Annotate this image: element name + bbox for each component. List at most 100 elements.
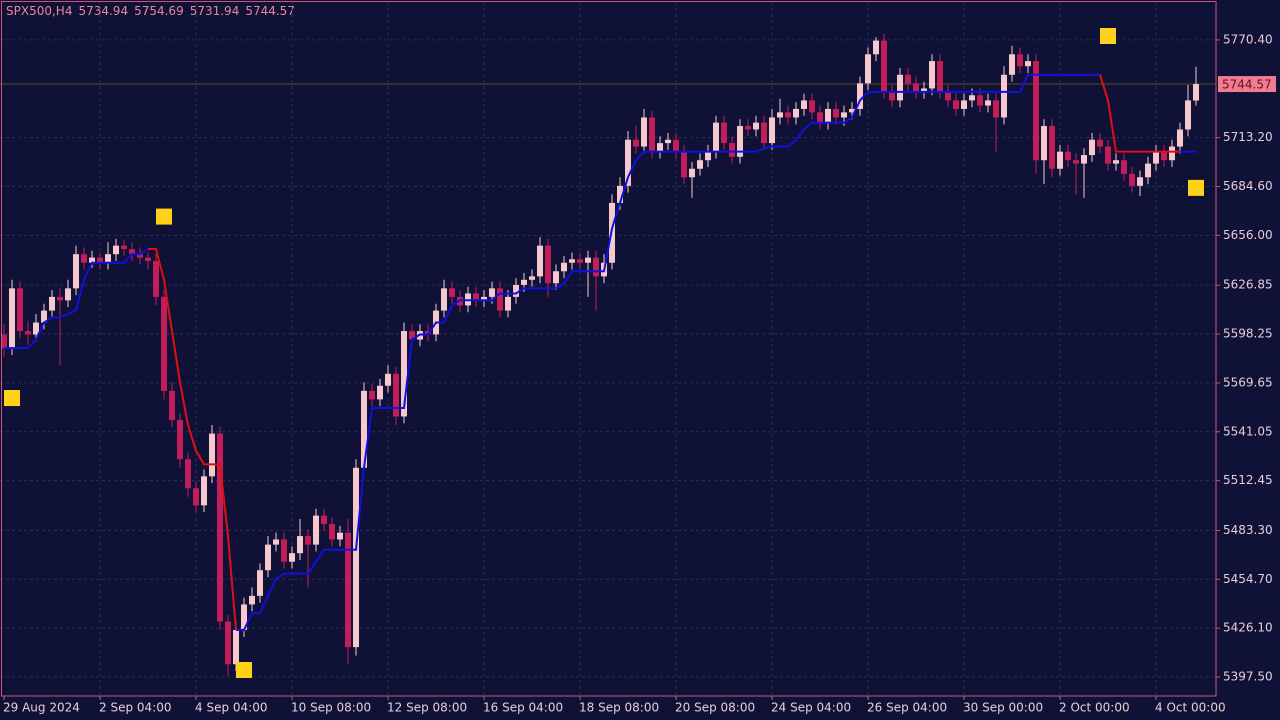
candle-body: [673, 139, 679, 152]
candle-body: [169, 390, 175, 420]
candle-body: [657, 143, 663, 152]
candle-body: [273, 539, 279, 545]
candle-body: [641, 117, 647, 147]
candle-body: [1001, 74, 1007, 118]
candle-body: [201, 476, 207, 506]
candle-body: [385, 373, 391, 386]
candle-body: [297, 536, 303, 554]
signal-marker: [1100, 27, 1116, 44]
y-tick-label: 5426.10: [1223, 621, 1273, 635]
candle-body: [97, 257, 103, 263]
candle-body: [49, 296, 55, 311]
candle-body: [1, 334, 7, 349]
candle-body: [697, 160, 703, 169]
candle-body: [481, 296, 487, 301]
y-tick-label: 5454.70: [1223, 572, 1273, 586]
candle-body: [777, 112, 783, 118]
candle-body: [1089, 139, 1095, 156]
candle-body: [17, 288, 23, 332]
candle-body: [889, 91, 895, 101]
candle-body: [281, 539, 287, 562]
x-tick-label: 26 Sep 04:00: [867, 701, 947, 715]
candle-body: [513, 284, 519, 297]
y-tick-label: 5541.05: [1223, 424, 1273, 438]
candle-body: [329, 524, 335, 540]
candle-body: [961, 100, 967, 109]
candle-body: [1177, 129, 1183, 147]
candle-body: [289, 553, 295, 562]
candle-body: [1193, 84, 1199, 101]
candle-body: [985, 100, 991, 106]
candle-body: [929, 61, 935, 89]
candle-body: [489, 288, 495, 297]
candle-body: [801, 100, 807, 109]
candle-body: [897, 74, 903, 101]
candle-body: [1169, 146, 1175, 161]
candle-body: [449, 288, 455, 297]
candle-body: [553, 271, 559, 284]
candle-body: [1025, 61, 1031, 67]
candle-body: [25, 331, 31, 335]
candle-body: [121, 245, 127, 250]
candle-body: [145, 257, 151, 262]
candle-body: [257, 570, 263, 596]
y-tick-label: 5512.45: [1223, 473, 1273, 487]
candle-body: [977, 95, 983, 106]
candle-body: [705, 151, 711, 161]
candle-body: [369, 390, 375, 400]
candle-body: [441, 288, 447, 311]
candle-body: [129, 249, 135, 255]
x-tick-label: 29 Aug 2024: [3, 701, 80, 715]
candle-body: [361, 390, 367, 468]
price-label-box: [1218, 76, 1276, 93]
candle-body: [313, 515, 319, 545]
candle-body: [817, 112, 823, 123]
candle-body: [249, 595, 255, 605]
candle-body: [761, 122, 767, 144]
candle-body: [393, 373, 399, 417]
candle-body: [785, 112, 791, 118]
candle-body: [305, 536, 311, 545]
candle-body: [1185, 100, 1191, 130]
candle-body: [561, 262, 567, 272]
y-tick-label: 5569.65: [1223, 375, 1273, 389]
candle-body: [521, 279, 527, 285]
last-low: 5731.94: [189, 4, 240, 18]
candle-body: [577, 259, 583, 263]
candle-body: [993, 100, 999, 118]
candle-body: [1161, 151, 1167, 161]
candle-body: [721, 122, 727, 144]
x-tick-label: 16 Sep 04:00: [483, 701, 563, 715]
candle-body: [665, 139, 671, 144]
candle-body: [353, 467, 359, 648]
candle-body: [161, 296, 167, 391]
candle-body: [1033, 61, 1039, 161]
y-tick-label: 5483.30: [1223, 523, 1273, 537]
candle-body: [689, 168, 695, 178]
candle-body: [193, 488, 199, 506]
x-tick-label: 12 Sep 08:00: [387, 701, 467, 715]
chart-header: SPX500,H4 5734.94 5754.69 5731.94 5744.5…: [6, 4, 295, 18]
candle-body: [585, 257, 591, 263]
candle-body: [649, 117, 655, 152]
x-tick-label: 4 Sep 04:00: [195, 701, 267, 715]
candle-body: [185, 459, 191, 489]
indicator-line: [4, 73, 1196, 632]
candle-body: [825, 108, 831, 123]
candle-body: [1145, 163, 1151, 178]
candle-body: [241, 604, 247, 631]
y-tick-label: 5598.25: [1223, 327, 1273, 341]
candle-body: [1017, 54, 1023, 67]
candle-body: [833, 108, 839, 118]
indicator-line: [148, 74, 1180, 631]
candle-body: [921, 88, 927, 92]
last-high: 5754.69: [134, 4, 184, 18]
candle-body: [321, 515, 327, 525]
candle-body: [137, 254, 143, 258]
candle-body: [529, 276, 535, 280]
candle-body: [1121, 160, 1127, 174]
candle-body: [401, 331, 407, 417]
candle-body: [217, 433, 223, 622]
